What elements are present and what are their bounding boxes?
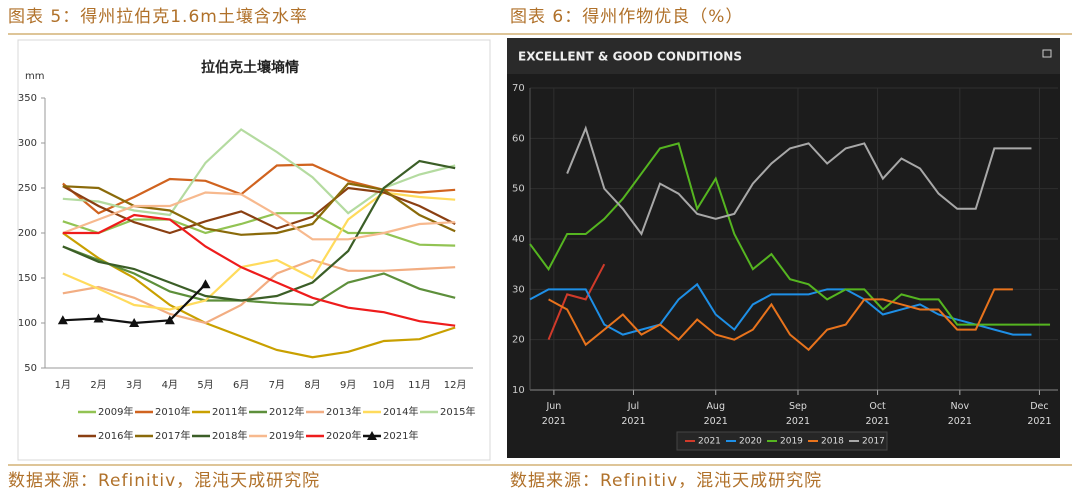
series-line [548, 288, 1013, 352]
series-line [62, 163, 456, 215]
legend-box [676, 431, 888, 451]
legend-label: 2020年 [326, 429, 361, 442]
x-tick-label: Sep 2021 [786, 401, 810, 427]
legend-label: 2016年 [98, 429, 133, 442]
y-tick-label: 60 [512, 133, 525, 144]
x-tick-label: 7月 [269, 379, 285, 391]
point-marker [129, 318, 140, 327]
series-line [529, 282, 1032, 336]
x-tick-label: 11月 [408, 379, 431, 391]
caption: 图表 5：得州拉伯克1.6m土壤含水率 [8, 6, 308, 27]
y-tick-label: 250 [18, 183, 37, 194]
legend-label: 2017 [862, 437, 885, 447]
y-tick-label: 350 [18, 93, 37, 104]
x-tick-label: 12月 [444, 379, 467, 391]
source: 数据来源：Refinitiv，混沌天成研究院 [8, 471, 320, 491]
x-tick-label: Oct 2021 [865, 401, 889, 427]
x-tick-label: 8月 [304, 379, 320, 391]
legend-label: 2019 [780, 437, 803, 447]
point-marker [93, 313, 104, 323]
y-tick-label: 100 [18, 318, 37, 329]
x-tick-label: Jul 2021 [621, 401, 645, 427]
series-line [62, 182, 456, 236]
y-tick-label: 150 [18, 273, 37, 284]
legend-label: 2010年 [155, 405, 190, 418]
chart-header [507, 38, 1060, 74]
legend-label: 2019年 [269, 429, 304, 442]
x-tick-label: 1月 [55, 379, 71, 391]
caption: 图表 6：得州作物优良（%） [510, 7, 743, 27]
legend-label: 2018 [821, 437, 844, 447]
x-tick-label: 5月 [197, 379, 213, 391]
series-line [62, 213, 456, 327]
y-axis-label: mm [25, 71, 44, 82]
series-line [62, 258, 456, 325]
x-tick-label: 10月 [372, 379, 395, 391]
chart-frame [507, 38, 1060, 458]
source: 数据来源：Refinitiv，混沌天成研究院 [510, 471, 822, 491]
x-tick-label: 9月 [340, 379, 356, 391]
legend-marker [367, 431, 377, 440]
series-line [62, 245, 456, 307]
chart-title: EXCELLENT & GOOD CONDITIONS [518, 50, 742, 64]
chart-title: 拉伯克土壤墒情 [201, 59, 299, 76]
y-tick-label: 50 [512, 184, 525, 195]
series-line [62, 159, 456, 302]
series-line [566, 125, 1032, 237]
series-line [62, 212, 456, 247]
legend-label: 2011年 [212, 405, 247, 418]
chart-frame [17, 39, 491, 461]
y-tick-label: 40 [512, 234, 525, 245]
x-tick-label: Jun 2021 [542, 401, 566, 427]
x-tick-label: 3月 [126, 379, 142, 391]
y-tick-label: 10 [512, 385, 525, 396]
x-tick-label: Dec 2021 [1027, 401, 1051, 427]
y-tick-label: 300 [18, 138, 37, 149]
x-tick-label: 6月 [233, 379, 249, 391]
expand-icon[interactable] [1042, 49, 1052, 58]
legend-label: 2017年 [155, 429, 190, 442]
series-line [62, 232, 456, 359]
x-tick-label: Nov 2021 [948, 401, 972, 427]
series-line [547, 263, 606, 341]
legend-label: 2018年 [212, 429, 247, 442]
y-tick-label: 70 [512, 83, 525, 94]
legend-label: 2015年 [440, 405, 475, 418]
y-tick-label: 30 [512, 284, 525, 295]
point-marker [164, 315, 175, 325]
series-line [62, 191, 456, 241]
y-tick-label: 20 [512, 335, 525, 346]
legend-label: 2021 [698, 437, 721, 447]
legend-label: 2014年 [383, 405, 418, 418]
legend-label: 2013年 [326, 405, 361, 418]
legend-label: 2012年 [269, 405, 304, 418]
series-line [529, 142, 1051, 326]
point-marker [57, 315, 68, 325]
y-tick-label: 200 [18, 228, 37, 239]
legend-label: 2021年 [383, 429, 418, 442]
x-tick-label: 2月 [90, 379, 106, 391]
x-tick-label: 4月 [162, 379, 178, 391]
legend-label: 2020 [739, 437, 762, 447]
legend-label: 2009年 [98, 405, 133, 418]
point-marker [200, 279, 211, 289]
x-tick-label: Aug 2021 [704, 401, 728, 427]
y-tick-label: 50 [24, 363, 37, 374]
